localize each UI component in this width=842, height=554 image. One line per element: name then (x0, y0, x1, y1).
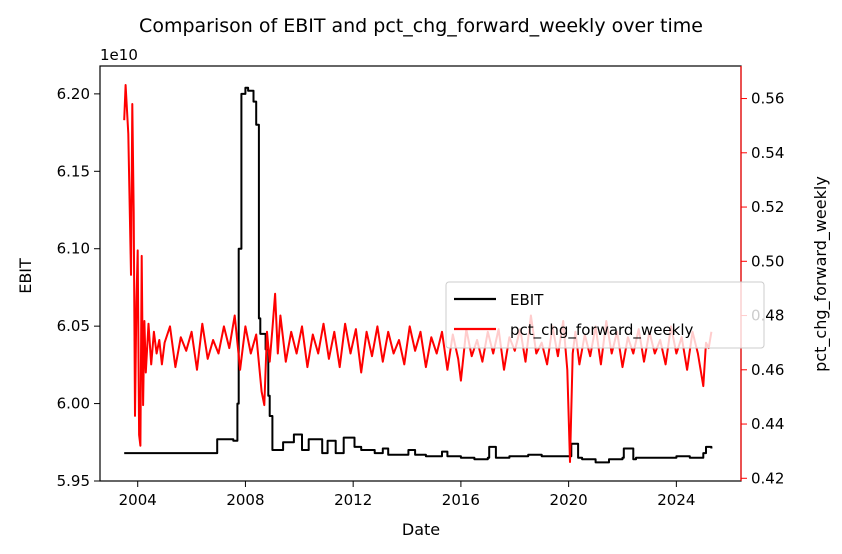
legend-label-pct: pct_chg_forward_weekly (510, 321, 694, 340)
legend-box (445, 281, 765, 349)
right-tick-label: 0.46 (751, 361, 784, 379)
right-tick-label: 0.54 (751, 144, 784, 162)
x-tick-label: 2020 (550, 491, 588, 509)
left-axis-offset-label: 1e10 (100, 46, 138, 64)
x-axis-label: Date (402, 520, 440, 539)
left-tick-label: 6.10 (57, 240, 90, 258)
left-axis-label: EBIT (16, 258, 35, 294)
legend: EBIT pct_chg_forward_weekly (445, 281, 765, 349)
plot-area (123, 84, 713, 464)
left-tick-label: 6.00 (57, 395, 90, 413)
left-tick-label: 6.15 (57, 162, 90, 180)
series-line-pct-chg-forward-weekly (123, 84, 713, 463)
chart-title: Comparison of EBIT and pct_chg_forward_w… (139, 15, 703, 37)
left-tick-label: 6.05 (57, 317, 90, 335)
series-layer (123, 84, 713, 464)
x-tick-label: 2004 (119, 491, 157, 509)
x-tick-label: 2012 (334, 491, 372, 509)
right-axis-label: pct_chg_forward_weekly (811, 176, 831, 372)
x-axis: 2004 2008 2012 2016 2020 2024 (119, 481, 695, 509)
left-tick-label: 5.95 (57, 472, 90, 490)
left-axis: 5.95 6.00 6.05 6.10 6.15 6.20 (57, 85, 100, 490)
right-tick-label: 0.42 (751, 469, 784, 487)
x-tick-label: 2008 (226, 491, 264, 509)
legend-label-ebit: EBIT (510, 291, 544, 309)
right-tick-label: 0.44 (751, 415, 784, 433)
series-line-ebit (124, 86, 713, 464)
right-tick-label: 0.50 (751, 252, 784, 270)
right-tick-label: 0.52 (751, 198, 784, 216)
right-tick-label: 0.56 (751, 90, 784, 108)
left-tick-label: 6.20 (57, 85, 90, 103)
x-tick-label: 2016 (442, 491, 480, 509)
x-tick-label: 2024 (657, 491, 695, 509)
